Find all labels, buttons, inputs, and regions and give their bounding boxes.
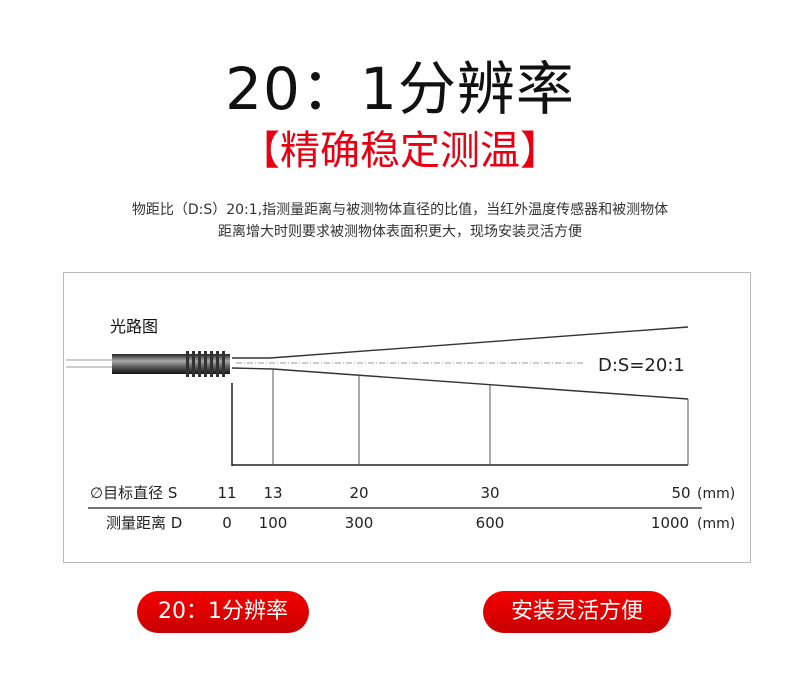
- unit-label: (mm): [697, 516, 735, 532]
- target-diameter-value: 11: [217, 484, 236, 502]
- sensor-thread: [198, 351, 201, 377]
- sensor-thread: [186, 351, 189, 377]
- description-line: 物距比（D:S）20:1,指测量距离与被测物体直径的比值，当红外温度传感器和被测…: [131, 202, 669, 218]
- distance-value: 1000: [651, 514, 689, 532]
- distance-value: 600: [476, 514, 505, 532]
- sensor-thread: [216, 351, 219, 377]
- unit-label: (mm): [697, 486, 735, 502]
- row-label-target-diameter: ∅目标直径 S: [90, 484, 177, 502]
- target-diameter-value: 20: [349, 484, 368, 502]
- distance-value: 100: [259, 514, 288, 532]
- sensor-thread: [222, 351, 225, 377]
- target-diameter-value: 50: [671, 484, 690, 502]
- page-title: 20：1分辨率: [225, 55, 575, 123]
- sensor-thread: [192, 351, 195, 377]
- sensor-thread: [204, 351, 207, 377]
- diagram-title: 光路图: [110, 317, 158, 336]
- distance-value: 300: [345, 514, 374, 532]
- distance-value: 0: [222, 514, 232, 532]
- sensor-thread: [210, 351, 213, 377]
- cone-upper-edge: [232, 326, 689, 359]
- badge-installation: 安装灵活方便: [483, 591, 671, 633]
- ratio-label: D:S=20:1: [598, 355, 685, 376]
- page-subtitle: 【精确稳定测温】: [240, 128, 560, 174]
- badge-resolution: 20：1分辨率: [137, 591, 309, 633]
- row-label-measure-distance: 测量距离 D: [106, 514, 182, 532]
- description-line: 距离增大时则要求被测物体表面积更大，现场安装灵活方便: [218, 224, 582, 240]
- target-diameter-value: 30: [480, 484, 499, 502]
- description: 物距比（D:S）20:1,指测量距离与被测物体直径的比值，当红外温度传感器和被测…: [40, 199, 760, 243]
- optical-path-diagram-frame: [63, 272, 751, 563]
- target-diameter-value: 13: [263, 484, 282, 502]
